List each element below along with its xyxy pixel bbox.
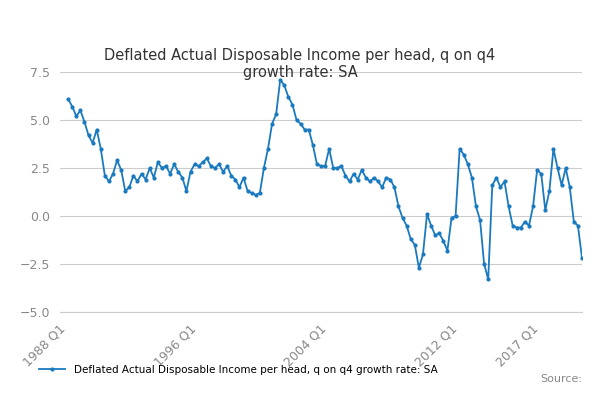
Text: Deflated Actual Disposable Income per head, q on q4
growth rate: SA: Deflated Actual Disposable Income per he… [104,48,496,80]
Text: Source:: Source: [540,374,582,384]
Legend: Deflated Actual Disposable Income per head, q on q4 growth rate: SA: Deflated Actual Disposable Income per he… [35,360,442,379]
